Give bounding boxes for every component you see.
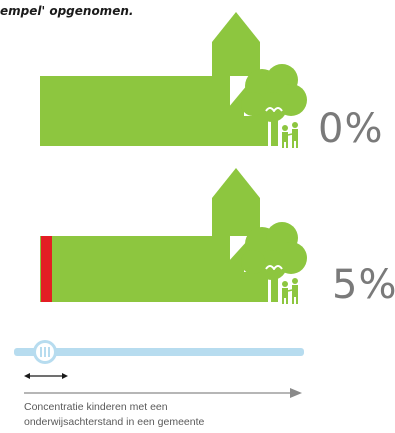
slider-label-line1: Concentratie kinderen met een xyxy=(24,401,168,413)
slider-knob-icon[interactable] xyxy=(33,340,57,364)
right-arrow-icon xyxy=(24,388,302,398)
tree-icon xyxy=(241,64,307,146)
church-icon xyxy=(40,12,268,146)
caption: empel' opgenomen. xyxy=(0,4,134,18)
slider-axis-label: Concentratie kinderen met een onderwijsa… xyxy=(24,400,204,430)
slider-label-line2: onderwijsachterstand in een gemeente xyxy=(24,416,205,428)
slider-track[interactable] xyxy=(14,348,304,356)
double-arrow-icon xyxy=(24,373,68,379)
percentage-label-0: 0% xyxy=(318,106,384,152)
children-icon xyxy=(282,122,298,148)
segregation-bar xyxy=(41,236,52,302)
church-icon xyxy=(40,168,268,302)
children-icon xyxy=(282,278,298,304)
percentage-label-5: 5% xyxy=(332,262,395,308)
tree-icon xyxy=(241,222,307,302)
